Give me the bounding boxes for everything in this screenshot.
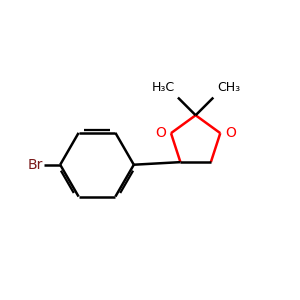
Text: O: O [226, 126, 236, 140]
Text: O: O [155, 126, 166, 140]
Text: CH₃: CH₃ [217, 81, 240, 94]
Text: Br: Br [27, 158, 43, 172]
Text: H₃C: H₃C [151, 81, 174, 94]
